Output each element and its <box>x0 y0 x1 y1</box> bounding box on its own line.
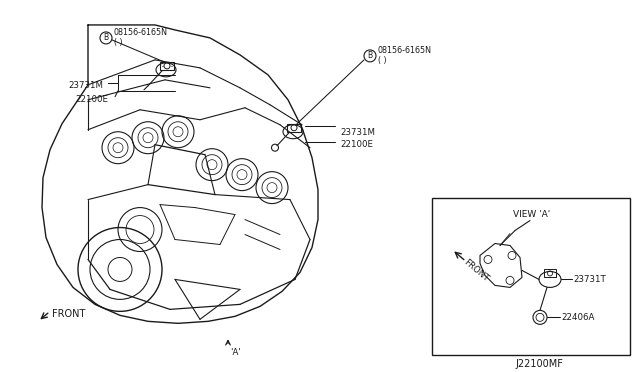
Text: FRONT: FRONT <box>462 257 491 283</box>
Text: VIEW 'A': VIEW 'A' <box>513 209 550 219</box>
Bar <box>432 198 630 355</box>
Circle shape <box>533 310 547 324</box>
Bar <box>160 62 174 70</box>
Bar <box>544 269 556 278</box>
Text: FRONT: FRONT <box>52 310 85 320</box>
Text: 23731T: 23731T <box>573 275 605 285</box>
Text: B: B <box>104 33 109 42</box>
Text: 'A': 'A' <box>230 348 241 357</box>
Text: 22406A: 22406A <box>561 313 595 323</box>
Circle shape <box>100 32 112 44</box>
Text: 23731M: 23731M <box>68 81 103 90</box>
Circle shape <box>271 144 278 151</box>
Bar <box>287 124 301 132</box>
Circle shape <box>364 50 376 62</box>
Text: 22100E: 22100E <box>75 95 108 104</box>
Text: ( ): ( ) <box>378 57 387 65</box>
Text: J22100MF: J22100MF <box>515 359 563 369</box>
Text: B: B <box>367 51 372 60</box>
Text: 22100E: 22100E <box>340 140 373 149</box>
Text: 23731M: 23731M <box>340 128 375 137</box>
Text: 08156-6165N: 08156-6165N <box>114 28 168 38</box>
Text: ( ): ( ) <box>114 38 123 47</box>
Text: 08156-6165N: 08156-6165N <box>378 46 432 55</box>
